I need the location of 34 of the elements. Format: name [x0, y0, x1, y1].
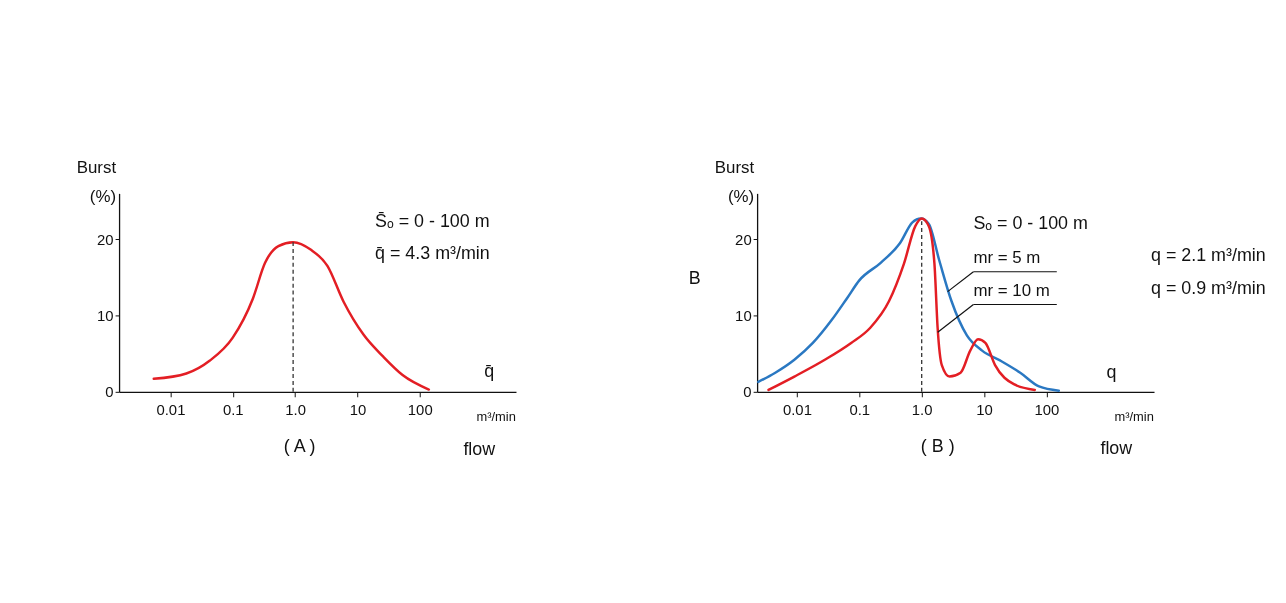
y-tick-label: 10: [735, 307, 752, 324]
x-tick-label: 10: [976, 402, 993, 419]
x-tick-label: 100: [407, 402, 433, 419]
text: flow: [1100, 438, 1133, 459]
annotation: q = 0.9 m³/min: [1151, 277, 1266, 298]
x-tick-label: 0.01: [156, 402, 186, 419]
annotation: q = 2.1 m³/min: [1151, 244, 1266, 265]
text: mr = 10 m: [973, 280, 1050, 300]
annotation: S̄ₒ = 0 - 100 m: [375, 211, 490, 232]
x-tick-label: 0.1: [849, 402, 871, 419]
annotation: Sₒ = 0 - 100 m: [973, 213, 1088, 234]
y-axis-title: Burst (%): [76, 157, 117, 207]
x-tick-label: 0.01: [782, 402, 812, 419]
x-axis-title: m³/min: [1114, 408, 1154, 424]
y-tick-label: 20: [735, 231, 752, 248]
x-tick-label: 1.0: [285, 402, 306, 419]
y-tick-label: 20: [97, 231, 114, 248]
x-tick-label: 100: [1034, 402, 1060, 419]
x-tick-label: 1.0: [911, 402, 933, 419]
y-tick-label: 0: [105, 384, 114, 401]
text: ( A ): [283, 436, 316, 457]
annotation: q: [1106, 361, 1117, 382]
x-tick-label: 0.1: [222, 402, 244, 419]
annotation: q̄: [484, 360, 495, 381]
x-axis-title: m³/min: [476, 408, 516, 424]
annotation: q̄ = 4.3 m³/min: [375, 242, 490, 263]
y-tick-label: 0: [743, 384, 752, 401]
y-axis-title: Burst (%): [714, 157, 755, 207]
text: ( B ): [920, 436, 955, 457]
text: flow: [463, 439, 496, 460]
y-tick-label: 10: [97, 307, 114, 324]
text: B: [688, 267, 701, 288]
series-label: mr = 5 m: [973, 247, 1041, 267]
x-tick-label: 10: [349, 402, 367, 419]
